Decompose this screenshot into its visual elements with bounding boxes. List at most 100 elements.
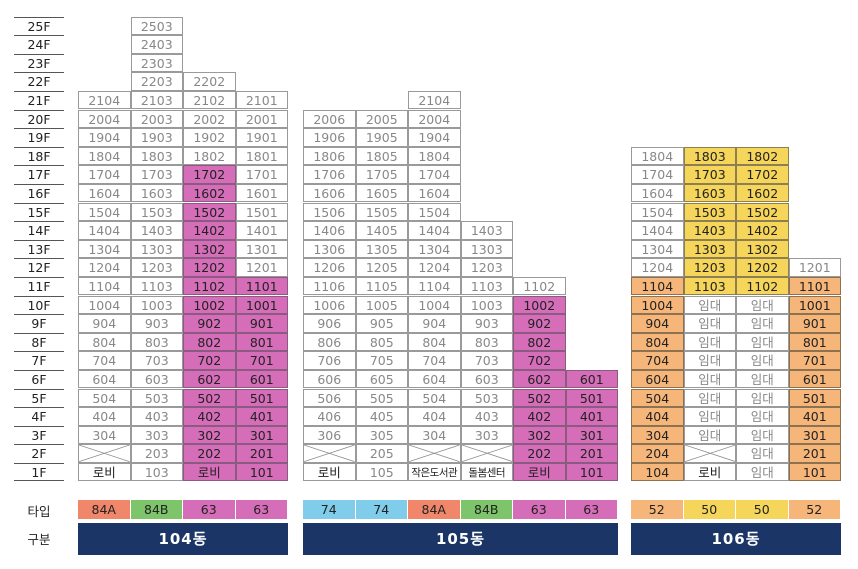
unit-cell: 1602 [736,183,789,203]
unit-cell: 임대 [683,407,736,426]
unit-cell: 803 [130,332,183,352]
unit-cell: 1702 [736,165,789,184]
unit-cell: 임대 [736,444,789,463]
unit-cell: 1102 [736,276,789,296]
unit-cell: 1303 [683,239,736,259]
unit-cell: 702 [513,351,566,370]
unit-cell: 1706 [303,165,356,184]
unit-cell: 602 [513,369,566,389]
unit-type-badge: 74 [303,500,356,519]
unit-cell: 404 [631,407,684,426]
unit-cell: 804 [631,332,684,352]
unit-cell: 1801 [235,146,288,166]
unit-cell: 601 [788,369,841,389]
unit-cell: 1202 [183,258,236,277]
unit-type-badge: 50 [683,500,736,519]
unit-cell: 1702 [183,165,236,184]
unit-cell: 임대 [736,369,789,389]
unit-cell: 404 [78,407,131,426]
unit-cell: 601 [565,369,618,389]
unit-cell: 501 [565,388,618,408]
unit-cell: 2003 [130,109,183,129]
floor-label: 12F [14,258,64,277]
unit-cell: 1003 [130,295,183,315]
unit-cell: 1302 [183,239,236,259]
unit-cell: 1105 [355,276,408,296]
unit-cell: 306 [303,425,356,445]
unit-cell: 1106 [303,276,356,296]
unit-cell: 105 [355,462,408,482]
unit-cell: 작은도서관 [408,462,461,482]
unit-cell: 1203 [460,258,513,277]
unit-cell: 405 [355,407,408,426]
unit-cell: 806 [303,332,356,352]
unit-cell: 505 [355,388,408,408]
unit-cell: 104 [631,462,684,482]
unit-cell: 802 [183,332,236,352]
unit-cell: 304 [78,425,131,445]
unit-cell-empty [408,444,461,463]
unit-cell: 1102 [513,276,566,296]
unit-cell: 402 [513,407,566,426]
unit-type-badge: 84A [408,500,461,519]
unit-cell: 303 [130,425,183,445]
unit-cell: 1401 [235,221,288,240]
unit-cell: 1202 [736,258,789,277]
unit-cell: 1203 [130,258,183,277]
unit-type-badge: 84B [130,500,183,519]
unit-cell: 504 [408,388,461,408]
unit-cell: 301 [565,425,618,445]
unit-cell: 305 [355,425,408,445]
unit-cell: 1504 [78,202,131,222]
floor-label: 11F [14,276,64,296]
unit-cell: 701 [788,351,841,370]
unit-cell: 1304 [408,239,461,259]
division-row-label: 구분 [27,532,51,547]
unit-cell: 1003 [460,295,513,315]
unit-cell: 904 [631,314,684,333]
unit-cell: 1503 [130,202,183,222]
type-row-label: 타입 [27,504,51,519]
unit-cell: 1705 [355,165,408,184]
unit-cell: 1002 [183,295,236,315]
unit-cell: 1803 [130,146,183,166]
unit-cell: 임대 [683,351,736,370]
unit-cell: 302 [513,425,566,445]
floor-label: 6F [14,369,64,389]
floor-label: 2F [14,444,64,463]
unit-cell: 503 [130,388,183,408]
unit-cell: 로비 [683,462,736,482]
unit-cell-empty [78,444,131,463]
unit-cell: 1506 [303,202,356,222]
unit-cell: 임대 [683,295,736,315]
unit-cell: 1802 [736,146,789,166]
floor-label: 4F [14,407,64,426]
unit-cell: 1404 [631,221,684,240]
unit-cell: 905 [355,314,408,333]
unit-cell: 1203 [683,258,736,277]
unit-cell: 506 [303,388,356,408]
unit-cell: 704 [408,351,461,370]
unit-cell: 1701 [235,165,288,184]
unit-cell: 1504 [408,202,461,222]
unit-cell: 1104 [78,276,131,296]
unit-cell: 201 [565,444,618,463]
unit-cell: 1804 [631,146,684,166]
unit-cell: 101 [235,462,288,482]
unit-cell: 1303 [460,239,513,259]
unit-cell: 1206 [303,258,356,277]
cross-out-icon [461,445,512,462]
unit-cell: 1704 [408,165,461,184]
unit-cell: 1403 [130,221,183,240]
unit-cell: 301 [235,425,288,445]
unit-cell: 1703 [130,165,183,184]
unit-cell: 1103 [130,276,183,296]
unit-cell: 103 [130,462,183,482]
unit-cell: 302 [183,425,236,445]
unit-cell: 2006 [303,109,356,129]
unit-cell: 1204 [78,258,131,277]
unit-cell: 1803 [683,146,736,166]
unit-cell: 1505 [355,202,408,222]
unit-type-badge: 74 [355,500,408,519]
unit-cell: 2104 [78,90,131,110]
